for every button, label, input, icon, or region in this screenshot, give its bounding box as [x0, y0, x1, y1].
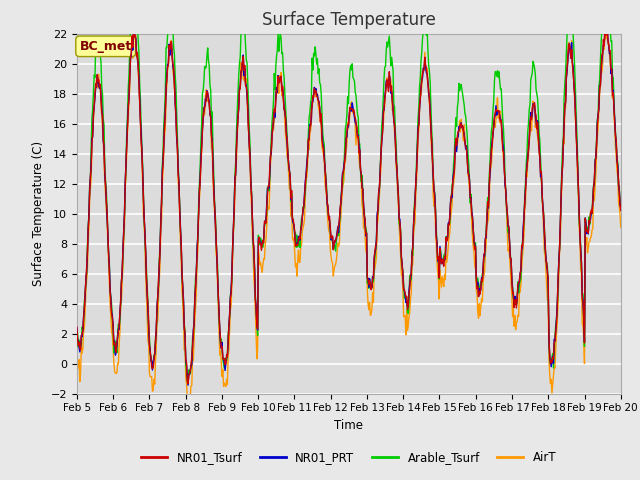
Title: Surface Temperature: Surface Temperature	[262, 11, 436, 29]
Text: BC_met: BC_met	[79, 40, 132, 53]
Legend: NR01_Tsurf, NR01_PRT, Arable_Tsurf, AirT: NR01_Tsurf, NR01_PRT, Arable_Tsurf, AirT	[136, 446, 561, 469]
X-axis label: Time: Time	[334, 419, 364, 432]
Y-axis label: Surface Temperature (C): Surface Temperature (C)	[32, 141, 45, 286]
